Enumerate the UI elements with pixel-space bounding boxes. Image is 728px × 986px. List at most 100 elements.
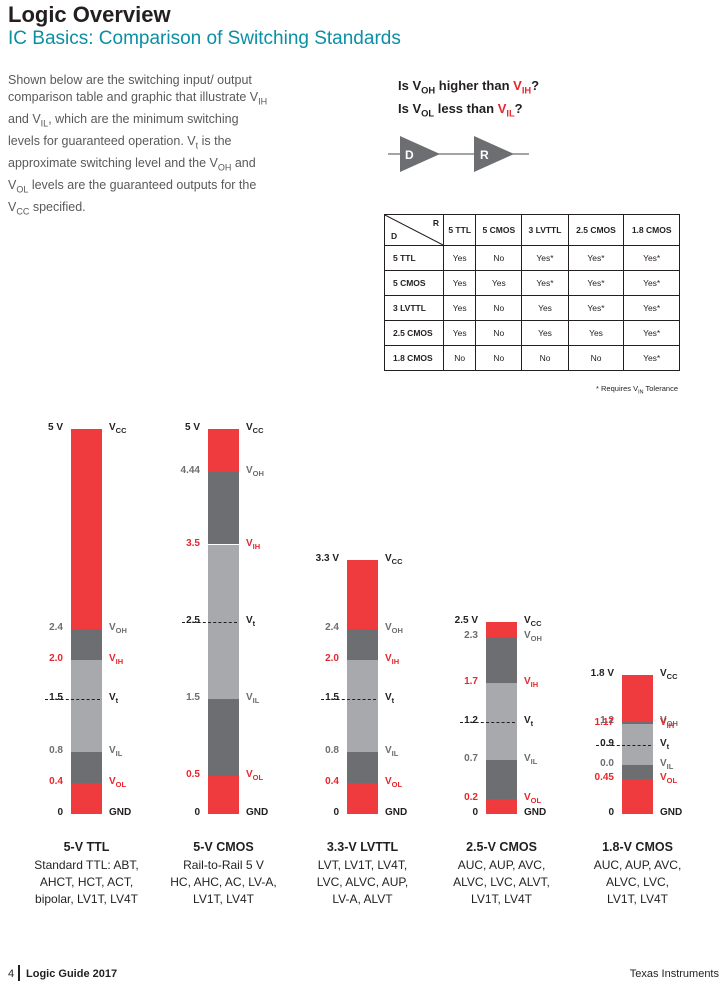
level-band <box>208 698 239 776</box>
standard-description-line: bipolar, LV1T, LV4T <box>35 892 138 906</box>
column-header: 2.5 CMOS <box>567 214 625 246</box>
level-band <box>71 629 102 660</box>
level-band <box>208 472 239 545</box>
level-name-label: VIH <box>385 653 399 666</box>
table-cell: Yes* <box>623 320 680 346</box>
level-name-label: VOL <box>385 776 402 789</box>
level-value-label: 1.17 <box>594 716 614 728</box>
level-value-label: 1.2 <box>600 714 614 726</box>
question-line-2: Is VOL less than VIL? <box>398 100 539 123</box>
level-band <box>71 660 102 753</box>
table-cell: Yes* <box>623 295 680 321</box>
level-band <box>71 429 102 630</box>
level-value-label: 0 <box>57 807 63 818</box>
vt-marker <box>596 744 651 746</box>
table-cell: No <box>567 345 625 371</box>
level-name-sub: CC <box>530 618 542 628</box>
q-text: ? <box>531 78 540 93</box>
level-name-main: V <box>660 668 667 680</box>
receiver-triangle <box>474 136 514 172</box>
standard-description-line: AUC, AUP, AVC, <box>457 858 546 872</box>
q-text: Is V <box>398 100 422 116</box>
level-name-main: GND <box>385 807 408 818</box>
row-header: 1.8 CMOS <box>384 345 444 371</box>
q-sub: OH <box>421 85 436 96</box>
driver-triangle <box>400 136 440 172</box>
standard-title: 5-V TTL <box>63 840 110 854</box>
level-value-label: 1.5 <box>325 691 339 703</box>
level-name-sub: CC <box>391 556 403 566</box>
level-name-label: VCC <box>524 615 542 628</box>
footer-guide-title: Logic Guide 2017 <box>26 968 118 980</box>
table-cell: No <box>442 345 477 371</box>
level-name-main: V <box>246 537 253 549</box>
level-band <box>347 783 378 814</box>
level-name-main: V <box>524 753 531 765</box>
level-name-sub: IL <box>115 749 123 759</box>
level-name-label: GND <box>385 807 407 818</box>
table-cell: Yes <box>442 295 477 321</box>
level-name-label: GND <box>524 807 546 818</box>
level-name-label: VIH <box>109 653 123 666</box>
level-band <box>347 752 378 784</box>
table-cell: No <box>475 295 523 321</box>
level-name-main: V <box>524 629 531 641</box>
receiver-label: R <box>480 148 489 162</box>
column-header: 5 TTL <box>442 214 477 246</box>
level-name-sub: OL <box>530 795 542 805</box>
table-cell: No <box>521 345 569 371</box>
q-text: ? <box>514 100 523 116</box>
intro-subscript: t <box>195 140 199 151</box>
table-row: 3 LVTTL Yes No Yes Yes* Yes* <box>384 295 680 321</box>
table-cell: No <box>475 245 523 271</box>
level-name-sub: IL <box>530 757 538 767</box>
footnote-text: * Requires V <box>596 384 639 393</box>
level-name-sub: OH <box>252 469 264 479</box>
table-row: 1.8 CMOS No No No No Yes* <box>384 345 680 371</box>
level-name-label: VOH <box>660 715 678 728</box>
level-name-label: VCC <box>385 553 403 566</box>
table-row: 2.5 CMOS Yes No Yes Yes Yes* <box>384 320 680 346</box>
level-name-label: VIL <box>660 758 673 771</box>
level-name-main: V <box>660 737 667 749</box>
level-value-label: 2.4 <box>325 622 339 634</box>
standard-description-line: ALVC, LVC, <box>606 875 669 889</box>
level-name-label: Vt <box>385 692 394 705</box>
level-name-sub: CC <box>115 426 127 435</box>
intro-text: levels are the guaranteed outputs for th… <box>8 178 257 214</box>
level-value-label: 0.0 <box>600 758 614 770</box>
intro-subscript: CC <box>16 206 30 217</box>
intro-text: and V <box>8 112 41 127</box>
level-name-sub: OH <box>115 626 127 636</box>
level-value-label: 0 <box>608 807 614 818</box>
level-name-label: VIL <box>109 745 122 758</box>
level-band <box>347 660 378 753</box>
level-value-label: 2.3 <box>464 629 478 641</box>
table-cell: Yes <box>475 270 523 296</box>
row-header: 2.5 CMOS <box>384 320 444 346</box>
level-name-main: GND <box>109 807 132 818</box>
level-name-main: V <box>385 691 392 703</box>
level-name-label: VCC <box>109 422 127 435</box>
level-name-main: V <box>109 622 116 634</box>
page-subtitle: IC Basics: Comparison of Switching Stand… <box>8 28 401 49</box>
column-header: 1.8 CMOS <box>623 214 680 246</box>
level-value-label: 0.5 <box>186 768 200 780</box>
level-name-label: VCC <box>246 422 264 435</box>
level-name-label: VCC <box>660 668 678 681</box>
level-band <box>347 629 378 660</box>
level-name-main: V <box>660 714 667 726</box>
q-text: less than <box>434 100 498 116</box>
vt-marker <box>45 698 100 700</box>
table-cell: No <box>475 345 523 371</box>
standard-description-line: Standard TTL: ABT, <box>34 858 139 872</box>
level-name-label: GND <box>660 807 682 818</box>
level-name-sub: t <box>666 741 670 751</box>
level-band <box>486 798 517 814</box>
level-name-sub: IH <box>115 657 124 666</box>
level-name-label: VOL <box>246 769 263 782</box>
level-name-main: V <box>660 758 667 770</box>
level-name-sub: CC <box>252 426 264 435</box>
q-text: V <box>513 78 522 93</box>
row-header: 5 CMOS <box>384 270 444 296</box>
